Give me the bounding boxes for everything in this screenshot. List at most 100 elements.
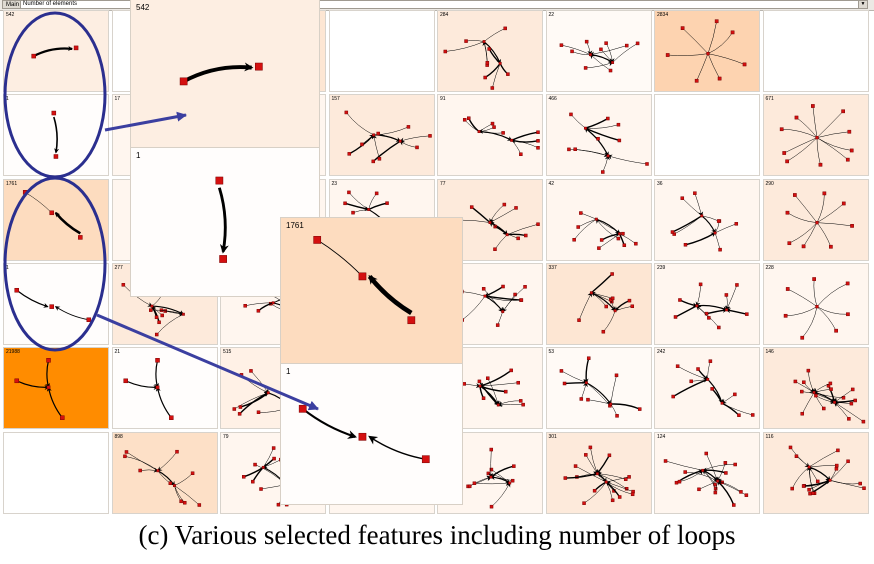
graph-thumbnail-cell[interactable] — [3, 431, 109, 514]
graph-node — [149, 304, 153, 308]
graph-edge — [507, 233, 526, 236]
graph-node — [601, 329, 605, 334]
graph-node — [663, 458, 668, 463]
graph-edge — [573, 218, 596, 240]
graph-edge — [54, 305, 89, 321]
graph-node — [623, 476, 627, 481]
graph-thumbnail-cell[interactable] — [328, 10, 435, 92]
graph-node — [644, 162, 649, 167]
graph-thumbnail-cell[interactable]: 228 — [762, 262, 869, 345]
graph-thumbnail — [466, 447, 516, 508]
graph-thumbnail-cell[interactable]: 116 — [762, 431, 869, 514]
graph-node — [566, 147, 571, 152]
graph-edge — [801, 392, 814, 415]
graph-node — [857, 481, 862, 485]
graph-thumbnail-cell[interactable]: 898 — [111, 431, 218, 514]
graph-node — [490, 86, 495, 90]
graph-thumbnail-cell[interactable]: 91 — [437, 94, 543, 177]
graph-edge — [808, 449, 838, 467]
graph-thumbnail-cell[interactable]: 337 — [545, 262, 652, 345]
graph-node — [849, 223, 854, 228]
graph-thumbnail-cell[interactable]: 21 — [111, 347, 218, 430]
graph-node — [22, 189, 28, 195]
graph-thumbnail-cell[interactable]: 466 — [545, 94, 652, 177]
graph-edge — [182, 62, 254, 84]
graph-node — [168, 480, 172, 485]
graph-edge — [585, 382, 610, 407]
graph-thumbnail — [559, 39, 639, 73]
graph-thumbnail-cell[interactable]: 42 — [545, 178, 652, 261]
graph-thumbnail-cell[interactable]: 671 — [762, 94, 869, 177]
graph-thumbnail-cell[interactable]: 21988 — [3, 347, 109, 430]
graph-node — [469, 204, 474, 209]
graph-edge — [595, 217, 619, 239]
graph-node — [845, 281, 850, 286]
graph-thumbnail-cell[interactable]: 146 — [762, 347, 869, 430]
graph-thumbnail-cell[interactable]: 542 — [3, 10, 109, 92]
graph-thumbnail — [670, 191, 739, 251]
graph-thumbnail-cell[interactable]: 284 — [437, 10, 543, 92]
graph-edge — [714, 232, 721, 250]
graph-thumbnail-cell[interactable]: 1761 — [3, 178, 109, 261]
graph-node — [472, 480, 477, 485]
graph-node — [617, 231, 621, 235]
graph-node — [833, 328, 838, 333]
graph-edge — [560, 44, 591, 55]
graph-thumbnail-cell[interactable]: 53 — [545, 347, 652, 430]
graph-thumbnail — [344, 110, 432, 164]
graph-thumbnail-cell[interactable]: 22 — [545, 10, 652, 92]
graph-node — [694, 78, 699, 83]
graph-node — [46, 358, 51, 363]
graph-node — [489, 467, 494, 471]
graph-thumbnail-cell[interactable]: 36 — [654, 178, 760, 261]
graph-thumbnail-cell[interactable] — [654, 94, 760, 177]
chevron-down-icon[interactable]: ▼ — [858, 1, 867, 8]
graph-node — [563, 475, 567, 480]
cell-count-label: 242 — [657, 349, 666, 356]
graph-node — [606, 154, 610, 158]
graph-node — [506, 72, 510, 76]
graph-thumbnail-cell[interactable]: 1 — [3, 262, 109, 345]
graph-node — [617, 494, 621, 499]
graph-thumbnail-cell[interactable]: 2834 — [654, 10, 760, 92]
graph-edge — [701, 467, 727, 474]
graph-edge — [677, 366, 708, 380]
graph-edge — [344, 202, 370, 211]
graph-edge — [490, 464, 514, 478]
graph-node — [801, 244, 805, 248]
graph-thumbnail-cell[interactable] — [762, 10, 869, 92]
graph-node — [256, 410, 261, 415]
graph-thumbnail-cell[interactable]: 242 — [654, 347, 760, 430]
graph-node — [579, 397, 583, 401]
graph-edge — [667, 53, 709, 56]
cell-count-label: 79 — [223, 433, 229, 440]
graph-node — [575, 224, 580, 229]
graph-node — [406, 125, 410, 129]
cell-count-label: 284 — [440, 12, 449, 18]
metric-dropdown[interactable]: Number of elements ▼ — [20, 0, 868, 9]
graph-node — [347, 152, 351, 156]
graph-node — [665, 53, 670, 57]
graph-thumbnail-cell[interactable]: 239 — [654, 262, 760, 345]
graph-thumbnail — [330, 11, 435, 92]
graph-node — [598, 47, 603, 52]
graph-node — [733, 462, 737, 466]
graph-thumbnail-cell[interactable]: 301 — [545, 431, 652, 514]
graph-edge — [217, 187, 229, 254]
graph-node — [261, 465, 265, 469]
graph-thumbnail-cell[interactable]: 1 — [3, 94, 109, 177]
graph-node — [272, 456, 276, 460]
graph-node — [562, 381, 566, 386]
graph-edge — [570, 114, 586, 129]
graph-thumbnail — [51, 111, 60, 160]
graph-node — [846, 130, 851, 134]
graph-node — [720, 401, 724, 405]
graph-thumbnail-cell[interactable]: 124 — [654, 431, 760, 514]
graph-edge — [491, 481, 511, 507]
graph-thumbnail-cell[interactable]: 157 — [328, 94, 435, 177]
graph-node — [810, 491, 815, 495]
graph-node — [616, 236, 620, 240]
graph-edge — [813, 278, 817, 307]
graph-thumbnail-cell[interactable]: 290 — [762, 178, 869, 261]
graph-node — [788, 445, 792, 449]
